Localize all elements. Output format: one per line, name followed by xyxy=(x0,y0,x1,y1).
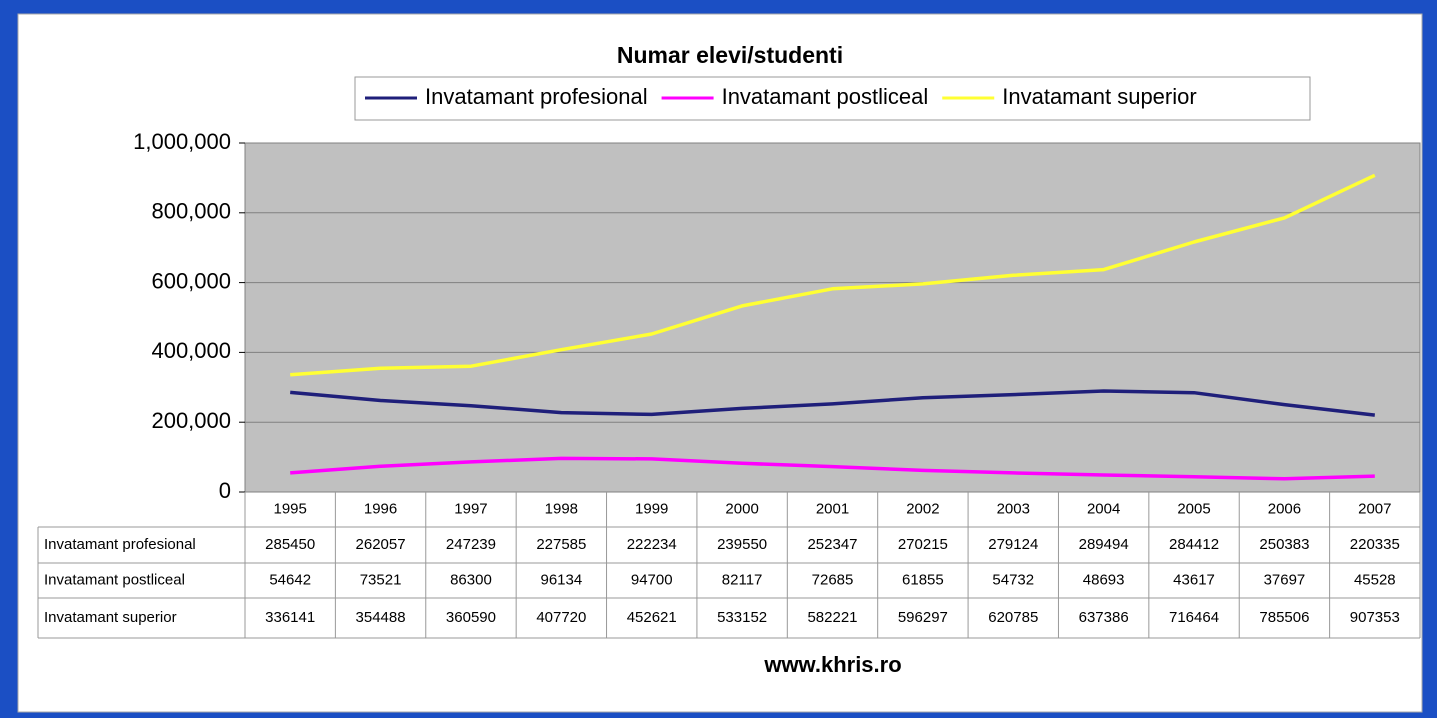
table-cell: 262057 xyxy=(356,536,406,553)
x-tick-label: 2001 xyxy=(816,500,849,517)
x-tick-label: 2004 xyxy=(1087,500,1120,517)
x-tick-label: 2005 xyxy=(1177,500,1210,517)
table-cell: 82117 xyxy=(722,571,763,588)
legend-label: Invatamant profesional xyxy=(425,84,648,109)
legend-label: Invatamant superior xyxy=(1002,84,1196,109)
table-cell: 86300 xyxy=(450,571,492,588)
table-cell: 61855 xyxy=(902,571,944,588)
x-tick-label: 2006 xyxy=(1268,500,1301,517)
table-cell: 533152 xyxy=(717,609,767,626)
y-tick-label: 800,000 xyxy=(151,199,231,224)
table-row-label: Invatamant superior xyxy=(44,609,177,626)
table-cell: 907353 xyxy=(1350,609,1400,626)
table-cell: 596297 xyxy=(898,609,948,626)
table-cell: 354488 xyxy=(356,609,406,626)
y-tick-label: 0 xyxy=(219,478,231,503)
x-tick-label: 2003 xyxy=(997,500,1030,517)
table-cell: 96134 xyxy=(540,571,582,588)
table-cell: 227585 xyxy=(536,536,586,553)
table-row-label: Invatamant profesional xyxy=(44,536,196,553)
table-cell: 336141 xyxy=(265,609,315,626)
table-cell: 73521 xyxy=(360,571,402,588)
series-line xyxy=(290,456,1375,481)
x-tick-label: 2002 xyxy=(906,500,939,517)
table-cell: 452621 xyxy=(627,609,677,626)
series-line xyxy=(290,173,1376,377)
table-cell: 289494 xyxy=(1079,536,1129,553)
table-cell: 247239 xyxy=(446,536,496,553)
x-tick-label: 2007 xyxy=(1358,500,1391,517)
x-tick-label: 2000 xyxy=(725,500,758,517)
y-tick-label: 400,000 xyxy=(151,338,231,363)
y-tick-label: 1,000,000 xyxy=(133,129,231,154)
chart-title: Numar elevi/studenti xyxy=(617,42,843,68)
y-tick-label: 200,000 xyxy=(151,408,231,433)
table-cell: 582221 xyxy=(807,609,857,626)
table-cell: 285450 xyxy=(265,536,315,553)
table-cell: 48693 xyxy=(1083,571,1125,588)
table-cell: 54732 xyxy=(992,571,1034,588)
table-cell: 45528 xyxy=(1354,571,1396,588)
table-cell: 637386 xyxy=(1079,609,1129,626)
table-cell: 54642 xyxy=(269,571,311,588)
table-cell: 222234 xyxy=(627,536,677,553)
table-cell: 620785 xyxy=(988,609,1038,626)
legend-box xyxy=(354,76,1311,121)
series-line xyxy=(290,389,1376,417)
table-cell: 250383 xyxy=(1259,536,1309,553)
x-tick-label: 1998 xyxy=(545,500,578,517)
table-cell: 94700 xyxy=(631,571,673,588)
table-cell: 37697 xyxy=(1264,571,1306,588)
table-cell: 72685 xyxy=(812,571,854,588)
x-tick-label: 1995 xyxy=(274,500,307,517)
table-cell: 43617 xyxy=(1173,571,1215,588)
table-cell: 284412 xyxy=(1169,536,1219,553)
table-cell: 239550 xyxy=(717,536,767,553)
table-cell: 252347 xyxy=(807,536,857,553)
table-cell: 407720 xyxy=(536,609,586,626)
footer: www.khris.ro xyxy=(763,652,901,677)
table-cell: 220335 xyxy=(1350,536,1400,553)
table-cell: 716464 xyxy=(1169,609,1219,626)
legend-label: Invatamant postliceal xyxy=(722,84,929,109)
plot-area xyxy=(244,142,1421,493)
x-tick-label: 1997 xyxy=(454,500,487,517)
table-row-label: Invatamant postliceal xyxy=(44,571,185,588)
y-tick-label: 600,000 xyxy=(151,268,231,293)
table-cell: 785506 xyxy=(1259,609,1309,626)
table-cell: 270215 xyxy=(898,536,948,553)
table-cell: 279124 xyxy=(988,536,1038,553)
x-tick-label: 1999 xyxy=(635,500,668,517)
x-tick-label: 1996 xyxy=(364,500,397,517)
table-cell: 360590 xyxy=(446,609,496,626)
